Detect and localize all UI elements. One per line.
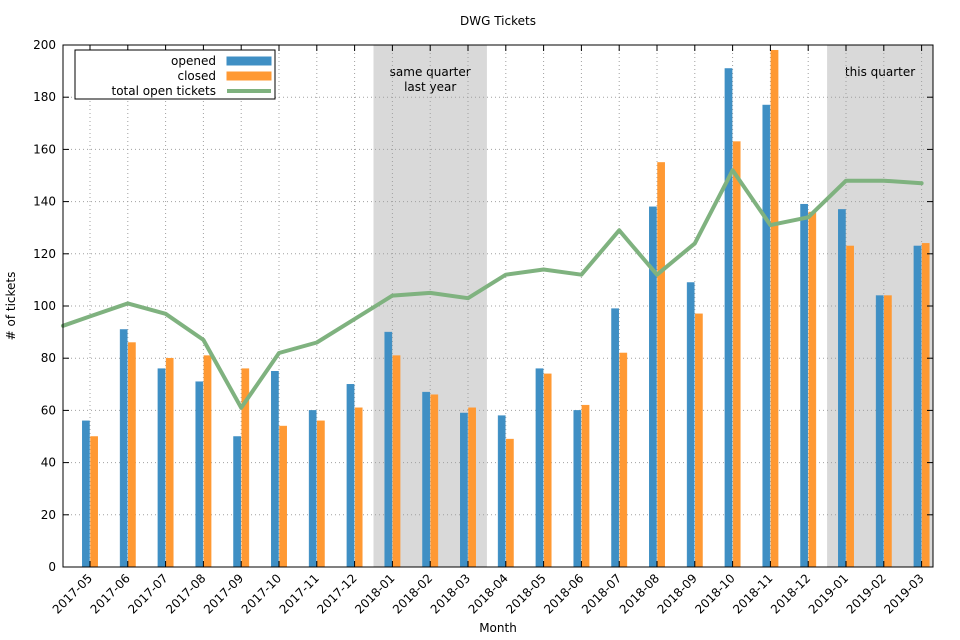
x-tick-label: 2017-07 xyxy=(125,571,170,616)
x-tick-label: 2017-06 xyxy=(88,571,133,616)
bar-opened xyxy=(838,209,846,568)
bar-opened xyxy=(724,68,733,568)
x-tick-label: 2018-10 xyxy=(692,571,737,616)
bar-opened xyxy=(119,329,128,568)
x-tick-label: 2017-10 xyxy=(239,571,284,616)
bar-closed xyxy=(921,243,930,568)
bar-opened xyxy=(611,308,619,568)
x-tick-label: 2018-11 xyxy=(730,571,775,616)
bar-closed xyxy=(203,355,212,568)
bar-closed xyxy=(543,373,552,568)
bar-closed xyxy=(128,342,136,568)
x-tick-label: 2018-12 xyxy=(768,571,813,616)
x-tick-label: 2018-08 xyxy=(617,571,662,616)
bar-closed xyxy=(770,49,779,568)
x-tick-label: 2019-03 xyxy=(881,571,926,616)
bar-closed xyxy=(808,211,817,568)
line-series xyxy=(61,168,924,410)
y-tick-label: 120 xyxy=(33,247,56,261)
bar-opened xyxy=(82,420,90,568)
legend-label: closed xyxy=(177,69,216,83)
bar-closed xyxy=(430,394,439,568)
y-tick-label: 80 xyxy=(41,351,56,365)
y-tick-label: 200 xyxy=(33,38,56,52)
chart-title: DWG Tickets xyxy=(460,14,536,28)
bar-opened xyxy=(308,410,317,568)
bar-closed xyxy=(90,436,98,568)
bar-opened xyxy=(422,391,430,568)
bar-opened xyxy=(497,415,506,568)
x-tick-label: 2019-02 xyxy=(844,571,889,616)
x-tick-label: 2018-04 xyxy=(466,571,511,616)
legend-label: total open tickets xyxy=(111,84,216,98)
x-tick-label: 2018-05 xyxy=(503,571,548,616)
bar-opened xyxy=(460,412,468,568)
bar-closed xyxy=(846,245,854,568)
bars xyxy=(82,49,930,568)
bar-opened xyxy=(875,295,884,568)
bar-opened xyxy=(649,206,657,568)
bar-closed xyxy=(695,313,703,568)
x-tick-label: 2018-01 xyxy=(352,571,397,616)
bar-closed xyxy=(657,162,665,568)
bar-closed xyxy=(732,141,741,568)
bar-closed xyxy=(884,295,892,568)
bar-closed xyxy=(619,352,628,568)
bar-opened xyxy=(535,368,544,568)
x-tick-label: 2017-12 xyxy=(314,571,359,616)
shaded-region-label: last year xyxy=(404,80,456,94)
y-tick-label: 0 xyxy=(48,560,56,574)
x-tick-label: 2017-08 xyxy=(163,571,208,616)
y-tick-label: 40 xyxy=(41,456,56,470)
bar-opened xyxy=(384,331,393,568)
x-tick-label: 2018-09 xyxy=(655,571,700,616)
x-tick-label: 2019-01 xyxy=(806,571,851,616)
bar-closed xyxy=(165,357,174,568)
legend-label: opened xyxy=(171,54,216,68)
bar-closed xyxy=(392,355,401,568)
bar-closed xyxy=(317,420,325,568)
legend-swatch-closed xyxy=(226,71,272,81)
bar-opened xyxy=(157,368,166,568)
y-tick-label: 180 xyxy=(33,90,56,104)
y-tick-label: 20 xyxy=(41,508,56,522)
y-axis-title: # of tickets xyxy=(4,272,18,341)
bar-opened xyxy=(573,410,582,568)
bar-opened xyxy=(913,245,922,568)
bar-opened xyxy=(195,381,204,568)
bar-closed xyxy=(506,438,514,568)
bar-opened xyxy=(800,203,808,568)
x-axis-title: Month xyxy=(479,621,517,635)
x-tick-label: 2018-06 xyxy=(541,571,586,616)
bar-closed xyxy=(354,407,363,568)
bar-closed xyxy=(468,407,476,568)
x-tick-label: 2018-02 xyxy=(390,571,435,616)
y-tick-label: 140 xyxy=(33,195,56,209)
legend-swatch-opened xyxy=(226,56,272,66)
y-tick-label: 100 xyxy=(33,299,56,313)
bar-opened xyxy=(271,371,279,568)
shaded-region-label: this quarter xyxy=(845,65,915,79)
x-tick-label: 2018-07 xyxy=(579,571,624,616)
shaded-region-label: same quarter xyxy=(390,65,471,79)
bar-closed xyxy=(279,425,287,568)
bar-opened xyxy=(233,436,241,568)
bar-opened xyxy=(762,104,771,568)
y-tick-label: 60 xyxy=(41,403,56,417)
x-tick-label: 2017-05 xyxy=(50,571,95,616)
x-tick-label: 2018-03 xyxy=(428,571,473,616)
bar-opened xyxy=(346,384,355,568)
bar-closed xyxy=(581,404,590,568)
plot-frame xyxy=(62,44,934,568)
x-tick-label: 2017-11 xyxy=(277,571,322,616)
bar-opened xyxy=(686,282,695,568)
line-total-open-tickets xyxy=(61,168,924,410)
x-tick-label: 2017-09 xyxy=(201,571,246,616)
y-tick-label: 160 xyxy=(33,142,56,156)
